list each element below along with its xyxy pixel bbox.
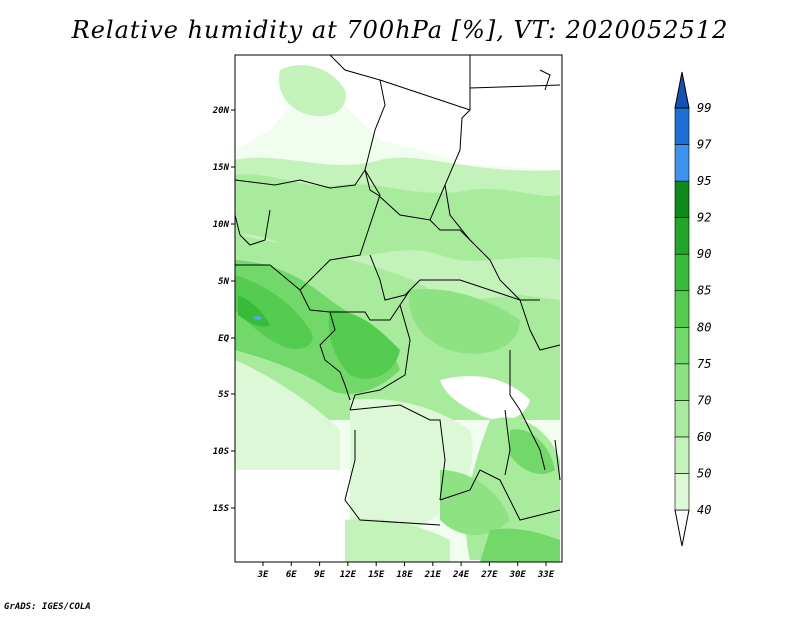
colorbar-label: 95 — [697, 174, 711, 188]
colorbar-arrow-low — [674, 509, 690, 547]
lon-tick-label: 9E — [314, 570, 325, 580]
colorbar-swatch — [674, 436, 690, 474]
colorbar-swatch — [674, 326, 690, 365]
lon-tick-label: 33E — [537, 570, 555, 580]
lat-tick-label: EQ — [218, 334, 229, 344]
humidity-field — [235, 55, 562, 562]
lat-tick-label: 10S — [213, 447, 230, 457]
lon-tick-label: 21E — [424, 570, 442, 580]
colorbar-swatch — [674, 400, 690, 438]
plot-frame — [234, 54, 563, 563]
colorbar-label: 80 — [697, 320, 711, 334]
colorbar-label: 90 — [697, 247, 711, 261]
colorbar-arrow-high — [674, 71, 690, 109]
colorbar-label: 97 — [697, 138, 712, 152]
colorbar-swatch — [674, 180, 690, 218]
lon-tick-label: 27E — [480, 570, 498, 580]
lat-tick-label: 5S — [218, 390, 229, 400]
colorbar-label: 70 — [697, 393, 711, 407]
colorbar-swatch — [674, 144, 690, 182]
longitude-ticks: 3E 6E 9E 12E 15E 18E 21E 24E 27E 30E 33E — [257, 562, 555, 580]
colorbar-swatch — [674, 217, 690, 255]
lon-tick-label: 24E — [452, 570, 470, 580]
lat-tick-label: 15S — [213, 504, 230, 514]
map-title: Relative humidity at 700hPa [%], VT: 202… — [71, 16, 729, 44]
colorbar-label: 50 — [697, 466, 711, 480]
colorbar-label: 85 — [697, 284, 711, 298]
lat-tick-label: 10N — [213, 220, 230, 230]
lon-tick-label: 30E — [509, 570, 527, 580]
colorbar-swatch — [674, 363, 690, 401]
lon-tick-label: 12E — [340, 570, 357, 580]
colorbar-swatch — [674, 253, 690, 292]
colorbar-label: 75 — [697, 357, 711, 371]
colorbar: 40 50 60 70 75 80 85 90 92 95 97 99 — [674, 71, 712, 547]
colorbar-swatch — [674, 290, 690, 328]
colorbar-label: 92 — [697, 211, 711, 225]
lat-tick-label: 15N — [213, 163, 230, 173]
colorbar-swatch — [674, 473, 690, 511]
colorbar-label: 99 — [697, 101, 711, 115]
lat-tick-label: 20N — [212, 106, 230, 116]
lat-tick-label: 5N — [218, 277, 229, 287]
lon-tick-label: 3E — [257, 570, 269, 580]
colorbar-label: 60 — [697, 430, 711, 444]
latitude-ticks: 20N 15N 10N 5N EQ 5S 10S 15S — [212, 106, 235, 514]
colorbar-swatch — [674, 107, 690, 145]
lon-tick-label: 15E — [368, 570, 385, 580]
colorbar-label: 40 — [697, 503, 711, 517]
lon-tick-label: 18E — [396, 570, 413, 580]
country-borders — [235, 55, 561, 526]
lon-tick-label: 6E — [286, 570, 297, 580]
footer-credit: GrADS: IGES/COLA — [4, 602, 91, 612]
